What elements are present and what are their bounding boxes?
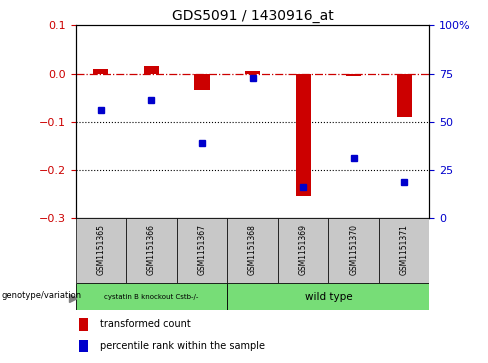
Bar xyxy=(328,218,379,283)
Bar xyxy=(346,73,361,76)
Title: GDS5091 / 1430916_at: GDS5091 / 1430916_at xyxy=(172,9,333,23)
Bar xyxy=(76,283,227,310)
Bar xyxy=(397,73,412,117)
Bar xyxy=(177,218,227,283)
Bar xyxy=(126,218,177,283)
Text: GSM1151370: GSM1151370 xyxy=(349,224,358,275)
Text: cystatin B knockout Cstb-/-: cystatin B knockout Cstb-/- xyxy=(104,294,199,300)
Bar xyxy=(93,69,108,73)
Bar xyxy=(278,218,328,283)
Text: GSM1151366: GSM1151366 xyxy=(147,224,156,275)
Bar xyxy=(379,218,429,283)
Bar xyxy=(79,318,88,331)
Text: GSM1151367: GSM1151367 xyxy=(198,224,206,275)
Text: genotype/variation: genotype/variation xyxy=(1,291,81,300)
Bar xyxy=(227,218,278,283)
Text: transformed count: transformed count xyxy=(101,319,191,330)
Bar xyxy=(227,283,429,310)
Text: wild type: wild type xyxy=(305,292,352,302)
Bar xyxy=(76,218,126,283)
Text: GSM1151371: GSM1151371 xyxy=(400,224,408,274)
Text: percentile rank within the sample: percentile rank within the sample xyxy=(101,341,265,351)
Bar xyxy=(144,66,159,73)
Text: GSM1151365: GSM1151365 xyxy=(97,224,105,275)
Bar xyxy=(296,73,311,196)
Bar xyxy=(79,340,88,352)
Bar xyxy=(245,71,260,73)
Bar xyxy=(194,73,209,90)
Text: GSM1151369: GSM1151369 xyxy=(299,224,307,275)
Text: GSM1151368: GSM1151368 xyxy=(248,224,257,274)
